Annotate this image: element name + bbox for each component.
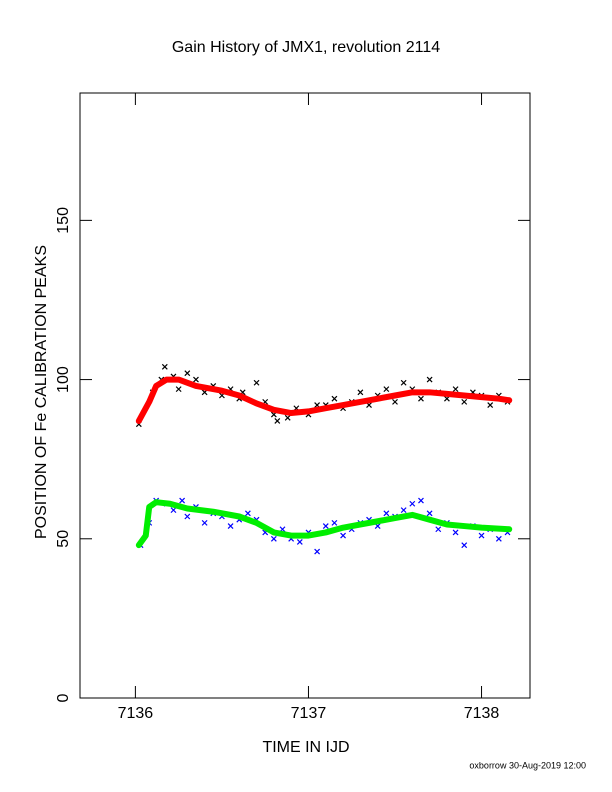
data-point — [392, 398, 398, 405]
data-point — [227, 523, 234, 529]
chart-title: Gain History of JMX1, revolution 2114 — [172, 39, 440, 56]
data-point — [340, 532, 347, 539]
data-point — [435, 526, 442, 533]
data-point — [426, 510, 433, 517]
data-point — [461, 398, 468, 405]
y-tick-label: 150 — [55, 207, 72, 234]
data-point — [452, 529, 459, 536]
y-axis-label: POSITION OF Fe CALIBRATION PEAKS — [33, 245, 50, 539]
data-point — [184, 370, 191, 377]
data-point — [357, 389, 364, 396]
fit-line — [135, 499, 513, 549]
data-point — [179, 497, 186, 504]
x-axis-label: TIME IN IJD — [262, 739, 349, 756]
y-tick-label: 100 — [55, 366, 72, 393]
footer: oxborrow 30-Aug-2019 12:00 — [469, 760, 586, 770]
data-point — [383, 386, 390, 393]
data-point — [170, 507, 177, 514]
data-point — [331, 395, 338, 402]
data-point — [495, 535, 502, 542]
x-tick-label: 7136 — [118, 705, 154, 722]
data-point — [400, 507, 407, 514]
data-point — [184, 513, 191, 520]
data-point — [175, 386, 182, 393]
data-point — [409, 500, 416, 507]
data-point — [314, 548, 321, 555]
data-point — [426, 376, 433, 383]
data-point — [284, 414, 291, 421]
data-point — [331, 519, 338, 526]
data-point — [487, 402, 494, 408]
data-point — [253, 379, 260, 386]
data-point — [452, 386, 459, 393]
data-point — [244, 510, 251, 517]
data-point — [418, 497, 424, 504]
data-point — [161, 363, 168, 370]
y-tick-label: 0 — [55, 693, 72, 702]
data-point — [201, 519, 208, 526]
data-point — [193, 376, 199, 383]
x-tick-label: 7138 — [464, 705, 500, 722]
data-point — [322, 523, 329, 529]
data-point — [274, 418, 281, 424]
fit-line — [135, 376, 513, 424]
data-point — [478, 532, 485, 539]
data-point — [296, 539, 303, 545]
data-point — [461, 542, 468, 549]
y-tick-label: 50 — [55, 530, 72, 548]
data-point — [400, 379, 407, 386]
data-point — [418, 395, 424, 402]
x-tick-label: 7137 — [291, 705, 327, 722]
data-point — [270, 535, 277, 542]
plot-frame — [79, 92, 531, 699]
data-point — [383, 510, 390, 517]
